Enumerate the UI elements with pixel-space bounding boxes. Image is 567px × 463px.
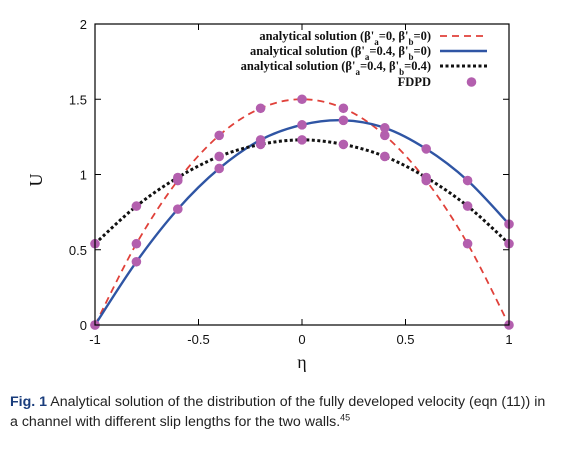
y-tick-label: 2 (80, 17, 87, 32)
caption-label: Fig. 1 (10, 394, 47, 410)
x-tick-label: 0.5 (396, 332, 414, 347)
fdpd-marker (132, 201, 142, 211)
caption-text: Analytical solution of the distribution … (10, 394, 545, 430)
fdpd-marker (380, 123, 390, 133)
legend-text-part: =0.4, β' (360, 59, 399, 73)
caption-reference: 45 (340, 412, 350, 422)
y-tick-label: 0.5 (69, 243, 87, 258)
y-tick-label: 1 (80, 168, 87, 183)
fdpd-marker (339, 103, 349, 113)
fdpd-marker (421, 173, 431, 183)
legend-text-part: analytical solution (β' (241, 59, 356, 73)
velocity-profile-chart: -1 -0.5 0 0.5 1 0 0.5 1 1.5 2 η U analytical soluti… (0, 0, 567, 390)
y-axis-title: U (26, 174, 46, 187)
y-tick-label: 1.5 (69, 92, 87, 107)
legend: analytical solution (β'a=0, β'b=0)analyt… (241, 29, 487, 89)
legend-text-part: =0, β' (379, 29, 409, 43)
fdpd-marker (256, 140, 266, 150)
fdpd-marker (463, 239, 473, 249)
fdpd-marker (421, 144, 431, 154)
legend-sample-markers (467, 77, 477, 87)
fdpd-marker (380, 152, 390, 162)
series-line-2 (95, 120, 509, 325)
fdpd-marker (463, 201, 473, 211)
fdpd-marker (214, 152, 224, 162)
fdpd-marker (214, 131, 224, 141)
legend-text-part: =0) (413, 44, 431, 58)
x-tick-label: 0 (298, 332, 305, 347)
series-line-1 (95, 99, 509, 325)
legend-text-part: FDPD (398, 75, 431, 89)
legend-text-part: =0.4) (404, 59, 431, 73)
x-tick-label: -1 (89, 332, 101, 347)
y-tick-label: 0 (80, 318, 87, 333)
fdpd-marker (297, 94, 307, 104)
fdpd-marker (173, 204, 183, 214)
legend-text-part: =0.4, β' (369, 44, 408, 58)
series-line-3 (95, 140, 509, 244)
fdpd-markers (90, 94, 514, 329)
fdpd-marker (339, 116, 349, 126)
x-tick-label: -0.5 (187, 332, 209, 347)
series-layer (95, 99, 509, 325)
x-axis-title: η (297, 352, 306, 372)
x-tick-label: 1 (505, 332, 512, 347)
fdpd-marker (132, 239, 142, 249)
fdpd-marker (463, 176, 473, 186)
fdpd-marker (132, 257, 142, 267)
fdpd-marker (173, 173, 183, 183)
legend-label-4: FDPD (398, 75, 431, 89)
legend-text-part: =0) (413, 29, 431, 43)
fdpd-marker (214, 164, 224, 174)
figure-caption: Fig. 1 Analytical solution of the distri… (10, 392, 555, 432)
fdpd-marker (297, 120, 307, 130)
legend-text-part: analytical solution (β' (259, 29, 374, 43)
fdpd-marker (339, 140, 349, 150)
legend-text-part: analytical solution (β' (250, 44, 365, 58)
fdpd-marker (256, 103, 266, 113)
fdpd-marker (297, 135, 307, 145)
